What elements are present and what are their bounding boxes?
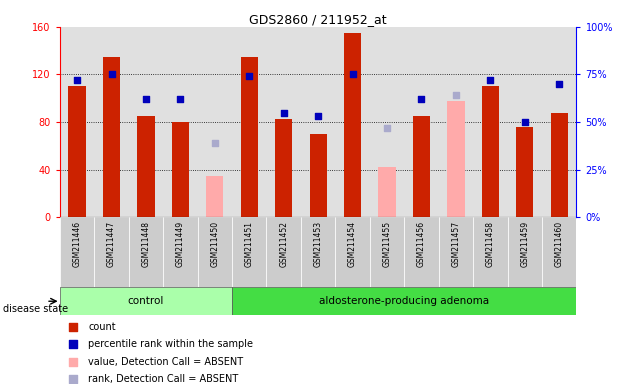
FancyBboxPatch shape xyxy=(129,217,163,288)
Text: GSM211455: GSM211455 xyxy=(382,221,391,267)
FancyBboxPatch shape xyxy=(301,217,335,288)
Point xyxy=(313,113,323,119)
Bar xyxy=(413,116,430,217)
Point xyxy=(554,81,564,87)
Bar xyxy=(206,175,224,217)
Text: value, Detection Call = ABSENT: value, Detection Call = ABSENT xyxy=(88,357,243,367)
FancyBboxPatch shape xyxy=(266,217,301,288)
Point xyxy=(451,93,461,99)
FancyBboxPatch shape xyxy=(198,217,232,288)
Text: GSM211458: GSM211458 xyxy=(486,221,495,267)
Text: rank, Detection Call = ABSENT: rank, Detection Call = ABSENT xyxy=(88,374,239,384)
Bar xyxy=(241,56,258,217)
FancyBboxPatch shape xyxy=(404,217,438,288)
Text: aldosterone-producing adenoma: aldosterone-producing adenoma xyxy=(319,296,490,306)
FancyBboxPatch shape xyxy=(60,217,94,288)
Bar xyxy=(344,33,361,217)
Point xyxy=(210,140,220,146)
Bar xyxy=(551,113,568,217)
Bar xyxy=(103,56,120,217)
Point xyxy=(430,333,440,339)
Point xyxy=(141,96,151,102)
Point xyxy=(72,77,82,83)
FancyBboxPatch shape xyxy=(438,217,473,288)
Text: disease state: disease state xyxy=(3,304,68,314)
Bar xyxy=(447,101,464,217)
Bar xyxy=(69,86,86,217)
Point xyxy=(520,119,530,125)
Bar xyxy=(516,127,534,217)
Point xyxy=(416,96,427,102)
FancyBboxPatch shape xyxy=(370,217,404,288)
Text: GSM211446: GSM211446 xyxy=(72,221,81,267)
Text: count: count xyxy=(88,322,116,332)
Point xyxy=(430,179,440,185)
FancyBboxPatch shape xyxy=(335,217,370,288)
Bar xyxy=(172,122,189,217)
FancyBboxPatch shape xyxy=(163,217,198,288)
FancyBboxPatch shape xyxy=(232,288,576,315)
Text: GSM211459: GSM211459 xyxy=(520,221,529,267)
FancyBboxPatch shape xyxy=(232,217,266,288)
Point xyxy=(175,96,185,102)
Point xyxy=(485,77,495,83)
FancyBboxPatch shape xyxy=(508,217,542,288)
FancyBboxPatch shape xyxy=(542,217,576,288)
Text: GSM211453: GSM211453 xyxy=(314,221,323,267)
Point xyxy=(278,109,289,116)
Text: GSM211454: GSM211454 xyxy=(348,221,357,267)
Bar xyxy=(379,167,396,217)
Point xyxy=(244,73,255,79)
Text: GSM211451: GSM211451 xyxy=(245,221,254,267)
Text: percentile rank within the sample: percentile rank within the sample xyxy=(88,339,253,349)
Text: control: control xyxy=(128,296,164,306)
Point xyxy=(430,19,440,25)
Text: GSM211450: GSM211450 xyxy=(210,221,219,267)
Bar xyxy=(275,119,292,217)
Text: GSM211452: GSM211452 xyxy=(279,221,288,267)
Text: GSM211449: GSM211449 xyxy=(176,221,185,267)
Text: GSM211460: GSM211460 xyxy=(555,221,564,267)
Bar xyxy=(482,86,499,217)
Point xyxy=(382,125,392,131)
FancyBboxPatch shape xyxy=(473,217,508,288)
Bar xyxy=(137,116,154,217)
FancyBboxPatch shape xyxy=(60,288,232,315)
Bar xyxy=(309,134,327,217)
FancyBboxPatch shape xyxy=(94,217,129,288)
Text: GSM211457: GSM211457 xyxy=(452,221,461,267)
Text: GSM211448: GSM211448 xyxy=(142,221,151,267)
Text: GSM211456: GSM211456 xyxy=(417,221,426,267)
Point xyxy=(106,71,117,78)
Text: GSM211447: GSM211447 xyxy=(107,221,116,267)
Title: GDS2860 / 211952_at: GDS2860 / 211952_at xyxy=(249,13,387,26)
Point xyxy=(348,71,358,78)
